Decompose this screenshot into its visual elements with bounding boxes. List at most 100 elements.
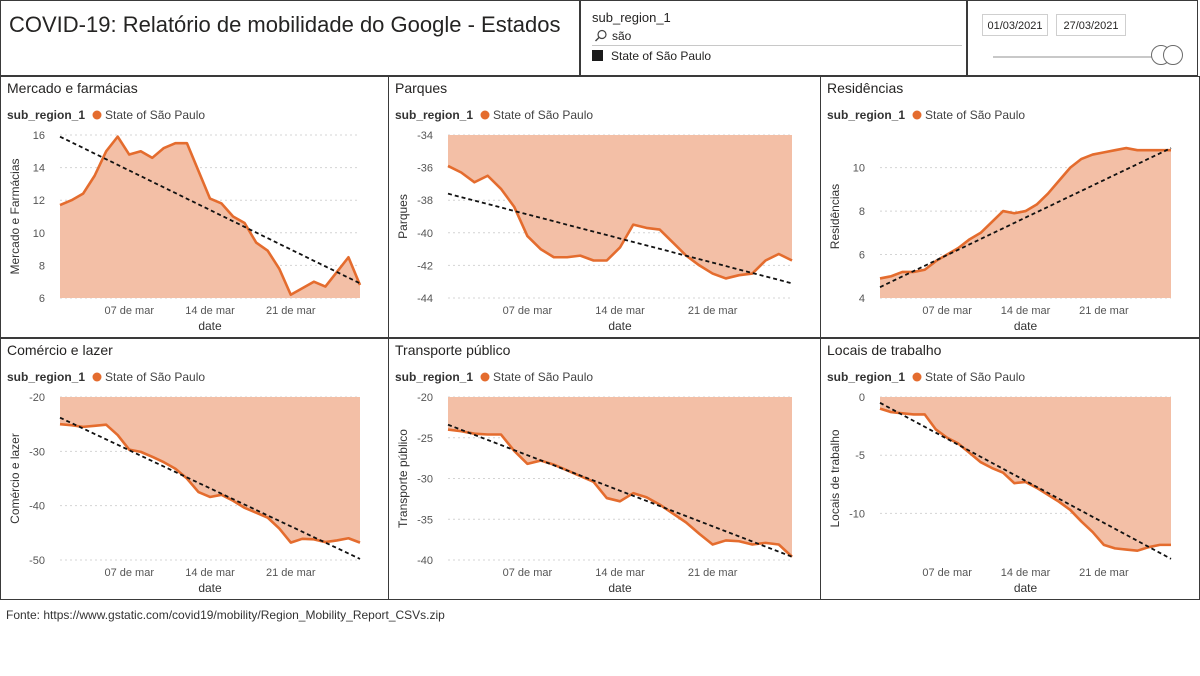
x-tick-label: 07 de mar bbox=[503, 567, 553, 579]
area-fill bbox=[448, 397, 792, 557]
y-tick-label: -42 bbox=[417, 260, 433, 272]
x-tick-label: 07 de mar bbox=[922, 567, 972, 579]
legend-title: sub_region_1 bbox=[395, 370, 473, 384]
y-tick-label: 0 bbox=[859, 392, 865, 404]
x-tick-label: 21 de mar bbox=[688, 305, 738, 317]
y-axis-label: Transporte público bbox=[396, 429, 410, 528]
trend-line bbox=[879, 147, 1172, 288]
chart-title: Transporte público bbox=[395, 342, 511, 358]
legend-item: State of São Paulo bbox=[925, 108, 1025, 122]
area-fill bbox=[60, 136, 360, 298]
x-tick-label: 14 de mar bbox=[595, 567, 645, 579]
chart-panel[interactable]: Mercado e farmácias sub_region_1 State of … bbox=[0, 76, 389, 338]
slicer-search-input[interactable]: são bbox=[592, 28, 962, 46]
date-slider-track[interactable] bbox=[993, 56, 1173, 58]
x-tick-label: 14 de mar bbox=[1001, 305, 1051, 317]
legend-marker-icon bbox=[480, 372, 490, 382]
x-tick-label: 07 de mar bbox=[503, 305, 553, 317]
series-line bbox=[879, 146, 1171, 280]
area-fill bbox=[880, 397, 1171, 551]
y-axis-label: Locais de trabalho bbox=[828, 429, 842, 527]
y-tick-label: -25 bbox=[417, 433, 433, 445]
chart-title: Residências bbox=[827, 80, 903, 96]
trend-line bbox=[59, 416, 361, 560]
y-tick-label: 12 bbox=[33, 195, 45, 207]
slicer-option-state-of-sao-paulo[interactable]: State of São Paulo bbox=[592, 49, 711, 63]
legend-title: sub_region_1 bbox=[827, 370, 905, 384]
y-tick-label: 14 bbox=[33, 163, 45, 175]
series-line bbox=[447, 428, 793, 558]
x-axis-label: date bbox=[608, 319, 632, 333]
end-date-input[interactable]: 27/03/2021 bbox=[1056, 14, 1126, 36]
chart-title: Comércio e lazer bbox=[7, 342, 113, 358]
legend-item: State of São Paulo bbox=[925, 370, 1025, 384]
chart-panel[interactable]: Comércio e lazer sub_region_1 State of São… bbox=[0, 338, 389, 600]
trend-line bbox=[879, 402, 1172, 560]
slicer-search-value: são bbox=[612, 29, 632, 43]
y-tick-label: -36 bbox=[417, 163, 433, 175]
legend-marker-icon bbox=[92, 372, 102, 382]
series-line bbox=[59, 422, 361, 544]
x-tick-label: 21 de mar bbox=[688, 567, 738, 579]
legend-title: sub_region_1 bbox=[827, 108, 905, 122]
area-fill bbox=[880, 148, 1171, 298]
y-tick-label: 10 bbox=[33, 228, 45, 240]
x-tick-label: 07 de mar bbox=[104, 305, 154, 317]
series-line bbox=[879, 407, 1171, 552]
y-tick-label: -35 bbox=[417, 514, 433, 526]
x-tick-label: 21 de mar bbox=[266, 567, 316, 579]
date-range-slicer: 01/03/2021 27/03/2021 bbox=[967, 0, 1198, 76]
legend-item: State of São Paulo bbox=[105, 108, 205, 122]
area-fill bbox=[60, 397, 360, 543]
legend-marker-icon bbox=[912, 110, 922, 120]
x-tick-label: 14 de mar bbox=[1001, 567, 1051, 579]
x-tick-label: 14 de mar bbox=[185, 305, 235, 317]
x-axis-label: date bbox=[1014, 581, 1038, 595]
legend-marker-icon bbox=[480, 110, 490, 120]
legend-marker-icon bbox=[912, 372, 922, 382]
y-tick-label: -40 bbox=[29, 501, 45, 513]
y-tick-label: -20 bbox=[29, 392, 45, 404]
y-tick-label: 16 bbox=[33, 130, 45, 142]
y-tick-label: -10 bbox=[849, 508, 865, 520]
y-tick-label: 6 bbox=[859, 250, 865, 262]
x-tick-label: 14 de mar bbox=[595, 305, 645, 317]
chart-title: Mercado e farmácias bbox=[7, 80, 138, 96]
chart-panel[interactable]: Transporte público sub_region_1 State of S… bbox=[388, 338, 821, 600]
title-panel: COVID-19: Relatório de mobilidade do Goo… bbox=[0, 0, 580, 76]
legend-title: sub_region_1 bbox=[7, 370, 85, 384]
y-tick-label: -38 bbox=[417, 195, 433, 207]
y-tick-label: 6 bbox=[39, 293, 45, 305]
chart-panel[interactable]: Locais de trabalho sub_region_1 State of S… bbox=[820, 338, 1200, 600]
y-tick-label: -20 bbox=[417, 392, 433, 404]
start-date-input[interactable]: 01/03/2021 bbox=[982, 14, 1048, 36]
chart-title: Parques bbox=[395, 80, 447, 96]
date-slider-end-handle[interactable] bbox=[1163, 45, 1183, 65]
y-tick-label: -40 bbox=[417, 228, 433, 240]
chart-panel[interactable]: Parques sub_region_1 State of São Paulo -44… bbox=[388, 76, 821, 338]
x-tick-label: 21 de mar bbox=[1079, 567, 1129, 579]
x-tick-label: 14 de mar bbox=[185, 567, 235, 579]
legend-item: State of São Paulo bbox=[105, 370, 205, 384]
y-tick-label: -5 bbox=[855, 450, 865, 462]
y-tick-label: -34 bbox=[417, 130, 433, 142]
series-line bbox=[59, 135, 362, 297]
chart-panel[interactable]: Residências sub_region_1 State of São Paul… bbox=[820, 76, 1200, 338]
legend-title: sub_region_1 bbox=[7, 108, 85, 122]
x-tick-label: 07 de mar bbox=[922, 305, 972, 317]
y-tick-label: 4 bbox=[859, 293, 865, 305]
search-icon bbox=[595, 29, 607, 42]
x-axis-label: date bbox=[608, 581, 632, 595]
y-axis-label: Mercado e Farmácias bbox=[8, 158, 22, 274]
area-chart: Residências sub_region_1 State of São Paul… bbox=[827, 80, 1172, 333]
series-line bbox=[447, 164, 793, 280]
source-note: Fonte: https://www.gstatic.com/covid19/m… bbox=[6, 608, 445, 622]
x-axis-label: date bbox=[1014, 319, 1038, 333]
y-tick-label: -40 bbox=[417, 555, 433, 567]
checkbox-checked-icon bbox=[592, 50, 603, 61]
x-axis-label: date bbox=[198, 319, 222, 333]
area-fill bbox=[448, 135, 792, 279]
y-tick-label: -30 bbox=[29, 446, 45, 458]
trend-line bbox=[447, 423, 793, 558]
area-chart: Mercado e farmácias sub_region_1 State of … bbox=[7, 80, 362, 333]
